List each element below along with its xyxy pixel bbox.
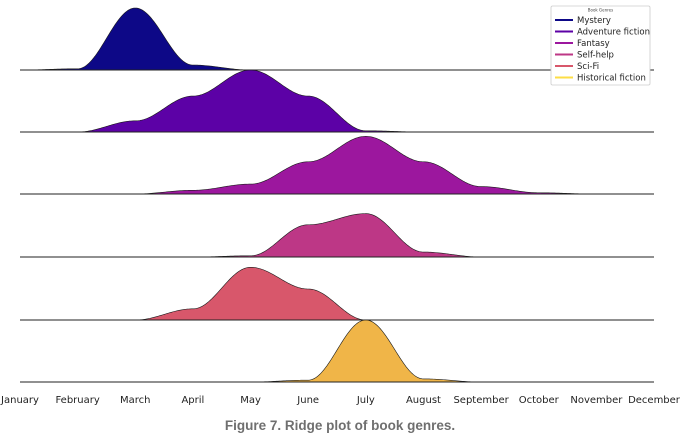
legend: Book Genres Mystery Adventure fictionFanta… (550, 5, 651, 86)
legend-title: Book Genres (588, 8, 613, 13)
ridge-historical-fiction (20, 319, 654, 383)
legend-box (550, 5, 651, 86)
figure-caption: Figure 7. Ridge plot of book genres. (224, 418, 456, 433)
legend-label: Fantasy (577, 39, 610, 49)
ridge-area (20, 8, 654, 70)
ridge-area (20, 213, 654, 257)
legend-label: Sci-Fi (577, 62, 599, 72)
x-tick-label: March (120, 395, 150, 406)
x-tick-label: August (406, 395, 441, 406)
ridge-area (20, 136, 654, 194)
x-tick-label: July (356, 395, 375, 406)
legend-label: Historical fiction (577, 74, 646, 84)
x-tick-label: November (570, 395, 623, 406)
x-tick-label: April (181, 395, 204, 406)
legend-label: Adventure fiction (577, 28, 650, 38)
x-tick-label: May (240, 395, 261, 406)
legend-label: Self-help (577, 51, 614, 61)
x-tick-label: January (0, 395, 39, 406)
x-tick-label: June (296, 395, 319, 406)
x-axis: January February March April May June July Augu… (0, 395, 680, 406)
x-tick-label: December (628, 395, 680, 406)
ridge-adventure-fiction (20, 69, 654, 133)
x-tick-label: September (453, 395, 509, 406)
ridge-mystery (20, 7, 654, 71)
ridge-area (20, 70, 654, 132)
ridge-sci-fi (20, 266, 654, 321)
x-tick-label: February (55, 395, 99, 406)
x-tick-label: October (519, 395, 560, 406)
ridges (20, 7, 654, 383)
ridge-self-help (20, 213, 654, 258)
ridge-fantasy (20, 136, 654, 195)
ridge-area (20, 320, 654, 382)
legend-label: Mystery (577, 16, 611, 26)
ridge-area (20, 267, 654, 320)
